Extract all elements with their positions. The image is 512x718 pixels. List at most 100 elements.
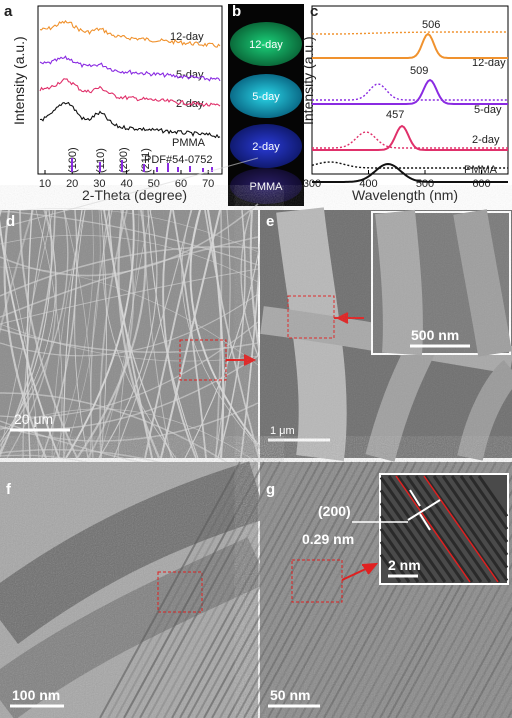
plot-frame <box>37 5 223 175</box>
peak-label: (211) <box>140 148 152 173</box>
sample-disc <box>230 124 302 168</box>
panel-letter: g <box>266 481 275 498</box>
x-tick-label: 50 <box>148 178 160 190</box>
panel-letter: d <box>6 213 15 230</box>
texture <box>260 210 512 458</box>
fringe <box>379 515 429 583</box>
fringe <box>468 475 509 530</box>
panel-letter: b <box>232 3 241 20</box>
zoom-box <box>291 559 343 603</box>
x-tick-label: 400 <box>359 178 377 190</box>
fringe <box>441 475 509 569</box>
panel-a: a Intensity (a.u.) 2-Theta (degree) 12-d… <box>4 3 223 203</box>
fringe <box>405 475 483 583</box>
scale-label: 100 nm <box>12 687 60 703</box>
emission-curve <box>312 32 508 59</box>
texture <box>0 462 258 718</box>
fringe <box>459 475 509 543</box>
curve-label: 12-day <box>170 31 204 43</box>
scale-label: 50 nm <box>270 687 310 703</box>
fringe <box>123 461 265 718</box>
sample-label: 5-day <box>252 91 280 103</box>
scale-label: 2 nm <box>388 557 421 573</box>
arrow <box>341 562 379 581</box>
y-axis-label: Intensity (a.u.) <box>11 36 27 125</box>
sample-label: 2-day <box>252 141 280 153</box>
curve-label: 2-day <box>472 134 500 146</box>
excitation-curve <box>311 31 508 35</box>
fringe <box>450 475 509 556</box>
excitation-curve <box>311 161 508 169</box>
panel-e: e 500 nm 1 μm <box>260 207 512 462</box>
fringe <box>379 528 420 583</box>
sample-label: 12-day <box>249 39 283 51</box>
y-axis-label: Intensity (a.u.) <box>300 36 316 125</box>
panel-d: d 20 μm <box>0 157 352 547</box>
scale-label: 500 nm <box>411 327 459 343</box>
curve-label: PMMA <box>464 164 498 176</box>
fringe <box>414 475 492 583</box>
panel-letter: e <box>266 213 274 230</box>
curve-label: 12-day <box>472 57 506 69</box>
plane-label: (200) <box>318 503 351 519</box>
x-tick-label: 60 <box>175 178 187 190</box>
peak-label: 457 <box>386 109 404 121</box>
spacing-label: 0.29 nm <box>302 531 354 547</box>
reference-label: PDF#54-0752 <box>144 154 213 166</box>
emission-curve <box>312 78 508 105</box>
sample-disc <box>230 168 302 204</box>
curve-label: 5-day <box>474 104 502 116</box>
lattice-fringes <box>379 475 509 583</box>
plot-frame <box>311 5 509 175</box>
curve-label: PMMA <box>172 137 206 149</box>
panel-letter: c <box>310 3 318 20</box>
panel-g: g (200) 0.29 nm 2 nm 50 nm <box>99 461 512 718</box>
excitation-curve <box>312 131 508 149</box>
fringe <box>387 475 465 583</box>
fringe-line <box>423 475 499 583</box>
panel-letter: f <box>6 481 12 498</box>
curve-label: 5-day <box>176 69 204 81</box>
x-tick-label: 300 <box>303 178 321 190</box>
xrd-curve <box>39 78 221 108</box>
fringe <box>99 461 241 718</box>
fringe <box>131 461 273 718</box>
fringe <box>115 461 257 718</box>
panel-letter: a <box>4 3 13 20</box>
xrd-curve <box>39 101 221 139</box>
scale-label: 1 μm <box>270 425 295 437</box>
xrd-curve <box>39 20 221 48</box>
emission-curve <box>312 124 508 151</box>
panel-f: f 100 nm <box>0 461 269 718</box>
sample-label: PMMA <box>250 181 284 193</box>
fringe <box>379 489 447 583</box>
excitation-curve <box>312 83 508 101</box>
emission-curve <box>312 162 508 183</box>
fringe <box>379 476 456 583</box>
peak-label: (200) <box>118 147 130 173</box>
arrow <box>226 354 257 366</box>
fringe <box>107 461 249 718</box>
fringe-line <box>395 475 471 583</box>
xrd-curve <box>39 55 221 82</box>
fringe <box>423 475 501 583</box>
x-axis-label: Wavelength (nm) <box>352 187 458 203</box>
panel-c: c Intensity (a.u.) Wavelength (nm) 12-da… <box>300 3 509 203</box>
x-tick-label: 30 <box>93 178 105 190</box>
x-tick-label: 10 <box>39 178 51 190</box>
spacing-marker <box>407 489 441 531</box>
x-tick-label: 70 <box>202 178 214 190</box>
x-tick-label: 600 <box>472 178 490 190</box>
peak-label: (110) <box>95 148 107 173</box>
texture <box>0 210 258 458</box>
x-tick-label: 500 <box>416 178 434 190</box>
x-tick-label: 40 <box>120 178 132 190</box>
fringe <box>396 475 474 583</box>
x-tick-label: 20 <box>66 178 78 190</box>
fringe <box>139 461 281 718</box>
fringe <box>432 475 509 582</box>
peak-label: 506 <box>422 19 440 31</box>
sample-disc <box>230 22 302 66</box>
fringe <box>477 475 509 518</box>
